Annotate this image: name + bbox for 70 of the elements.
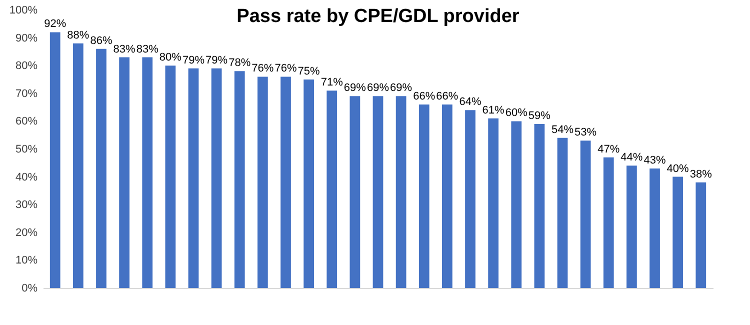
bar <box>211 68 222 288</box>
data-label: 66% <box>413 90 436 103</box>
data-label: 43% <box>644 154 666 166</box>
bar <box>72 43 84 288</box>
bar <box>396 96 406 288</box>
bar <box>442 104 452 288</box>
bar <box>165 66 176 288</box>
y-tick-label: 50% <box>15 144 38 156</box>
bar <box>257 76 268 288</box>
data-label: 79% <box>182 54 205 66</box>
y-tick-label: 100% <box>9 4 38 16</box>
data-label: 71% <box>320 76 344 89</box>
bar <box>234 71 245 288</box>
data-label: 69% <box>390 82 412 94</box>
data-label: 47% <box>598 143 620 156</box>
y-tick-label: 80% <box>15 60 38 72</box>
bar <box>142 57 153 288</box>
bar <box>672 176 684 288</box>
data-label: 38% <box>690 168 712 180</box>
data-label: 88% <box>67 29 90 42</box>
data-label: 69% <box>344 82 366 94</box>
bar <box>650 168 660 288</box>
bar <box>418 104 430 288</box>
y-tick-label: 30% <box>15 199 38 212</box>
bar <box>626 166 637 288</box>
bar <box>696 182 706 288</box>
data-label: 59% <box>528 110 551 122</box>
y-tick-label: 90% <box>15 32 38 44</box>
data-label: 40% <box>666 162 690 175</box>
bar <box>603 157 614 288</box>
y-tick-label: 70% <box>15 88 38 100</box>
bar <box>280 76 291 288</box>
data-label: 69% <box>366 82 390 94</box>
bar <box>304 80 314 288</box>
data-label: 76% <box>252 62 274 75</box>
data-label: 66% <box>436 90 458 103</box>
y-tick-label: 60% <box>15 116 38 128</box>
data-label: 60% <box>505 107 528 120</box>
data-label: 86% <box>90 34 112 47</box>
bar <box>326 90 338 288</box>
data-label: 78% <box>228 57 251 70</box>
bar <box>188 68 199 288</box>
bar <box>465 110 476 288</box>
data-label: 79% <box>206 54 228 66</box>
bar <box>372 96 384 288</box>
data-label: 83% <box>136 43 159 56</box>
bar <box>534 124 545 288</box>
y-tick-label: 10% <box>15 254 38 267</box>
bar <box>488 118 499 288</box>
bar <box>557 138 568 288</box>
data-label: 44% <box>620 152 643 164</box>
bar <box>119 57 130 288</box>
bar <box>96 48 106 288</box>
bar <box>580 140 591 288</box>
data-label: 76% <box>274 62 297 75</box>
data-label: 83% <box>113 43 136 56</box>
data-label: 54% <box>551 124 574 136</box>
bar <box>350 96 360 288</box>
data-label: 75% <box>298 66 320 78</box>
data-label: 92% <box>44 18 66 30</box>
bar <box>50 32 60 288</box>
data-label: 53% <box>574 126 597 139</box>
chart-title: Pass rate by CPE/GDL provider <box>236 6 520 27</box>
y-tick-label: 0% <box>22 282 38 294</box>
data-label: 61% <box>482 104 505 116</box>
y-tick-label: 40% <box>15 171 38 184</box>
bar <box>511 121 522 288</box>
data-label: 80% <box>159 52 182 64</box>
y-tick-label: 20% <box>15 226 38 239</box>
data-label: 64% <box>459 96 482 108</box>
